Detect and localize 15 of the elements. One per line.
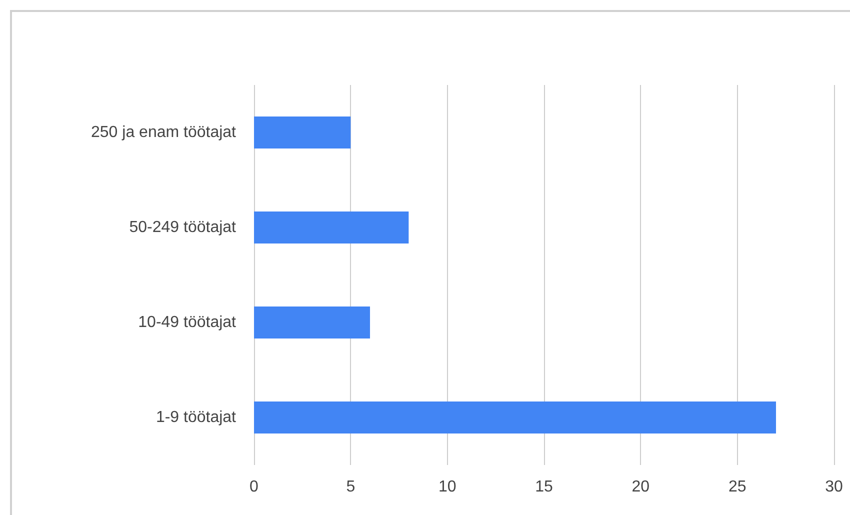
x-tick-label: 20: [632, 478, 650, 496]
y-tick-label: 50-249 töötajat: [129, 219, 237, 236]
bar: [254, 402, 776, 434]
x-tick-label: 25: [728, 478, 746, 496]
x-tick-label: 5: [346, 478, 356, 496]
y-tick-label: 1-9 töötajat: [156, 409, 237, 426]
x-tick-label: 10: [438, 478, 456, 496]
bar: [254, 306, 370, 338]
bar: [254, 116, 351, 148]
x-tick-label: 30: [825, 478, 843, 496]
y-tick-label: 10-49 töötajat: [138, 314, 237, 331]
bar: [254, 212, 409, 244]
x-tick-label: 15: [535, 478, 553, 496]
x-tick-label: 0: [250, 478, 259, 496]
y-tick-label: 250 ja enam töötajat: [91, 124, 237, 141]
